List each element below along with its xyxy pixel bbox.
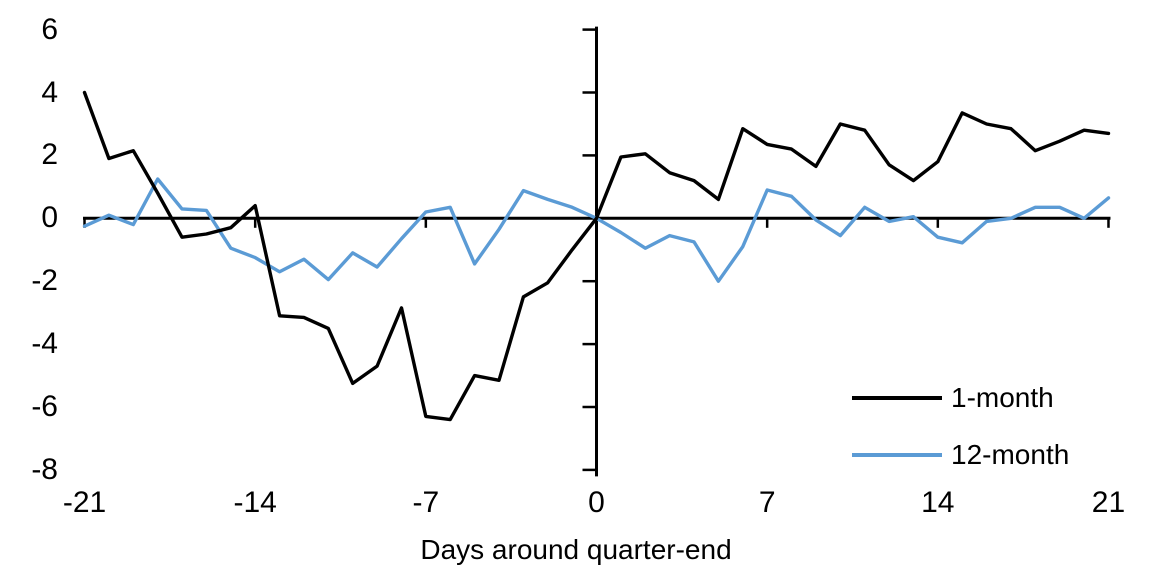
y-tick-label: -8 [31, 452, 58, 486]
y-tick-label: -4 [31, 327, 58, 361]
y-tick-label: 2 [41, 138, 58, 172]
legend-label-1-month: 1-month [951, 382, 1054, 413]
y-tick-label: 6 [41, 12, 58, 46]
legend-item-12-month: 12-month [852, 437, 1069, 473]
legend-line-1-month-icon [852, 396, 942, 400]
y-tick-label: -2 [31, 264, 58, 298]
legend-line-12-month-icon [852, 453, 942, 457]
y-tick-label: 4 [41, 75, 58, 109]
x-tick-label: 21 [1091, 486, 1126, 519]
y-tick-label: 0 [41, 201, 58, 235]
x-axis-title: Days around quarter-end [420, 534, 732, 565]
x-tick-label: -21 [62, 486, 107, 519]
x-tick-label: -14 [233, 486, 277, 519]
legend: 1-month 12-month [852, 380, 1069, 473]
x-tick-label: 0 [588, 486, 605, 519]
x-tick-label: 7 [758, 486, 776, 519]
legend-label-12-month: 12-month [951, 439, 1070, 470]
x-tick-label: -7 [412, 486, 440, 519]
series-line-1-month [82, 90, 1111, 422]
legend-item-1-month: 1-month [852, 380, 1069, 416]
x-tick-label: 14 [921, 486, 955, 519]
y-tick-label: -6 [31, 390, 58, 423]
